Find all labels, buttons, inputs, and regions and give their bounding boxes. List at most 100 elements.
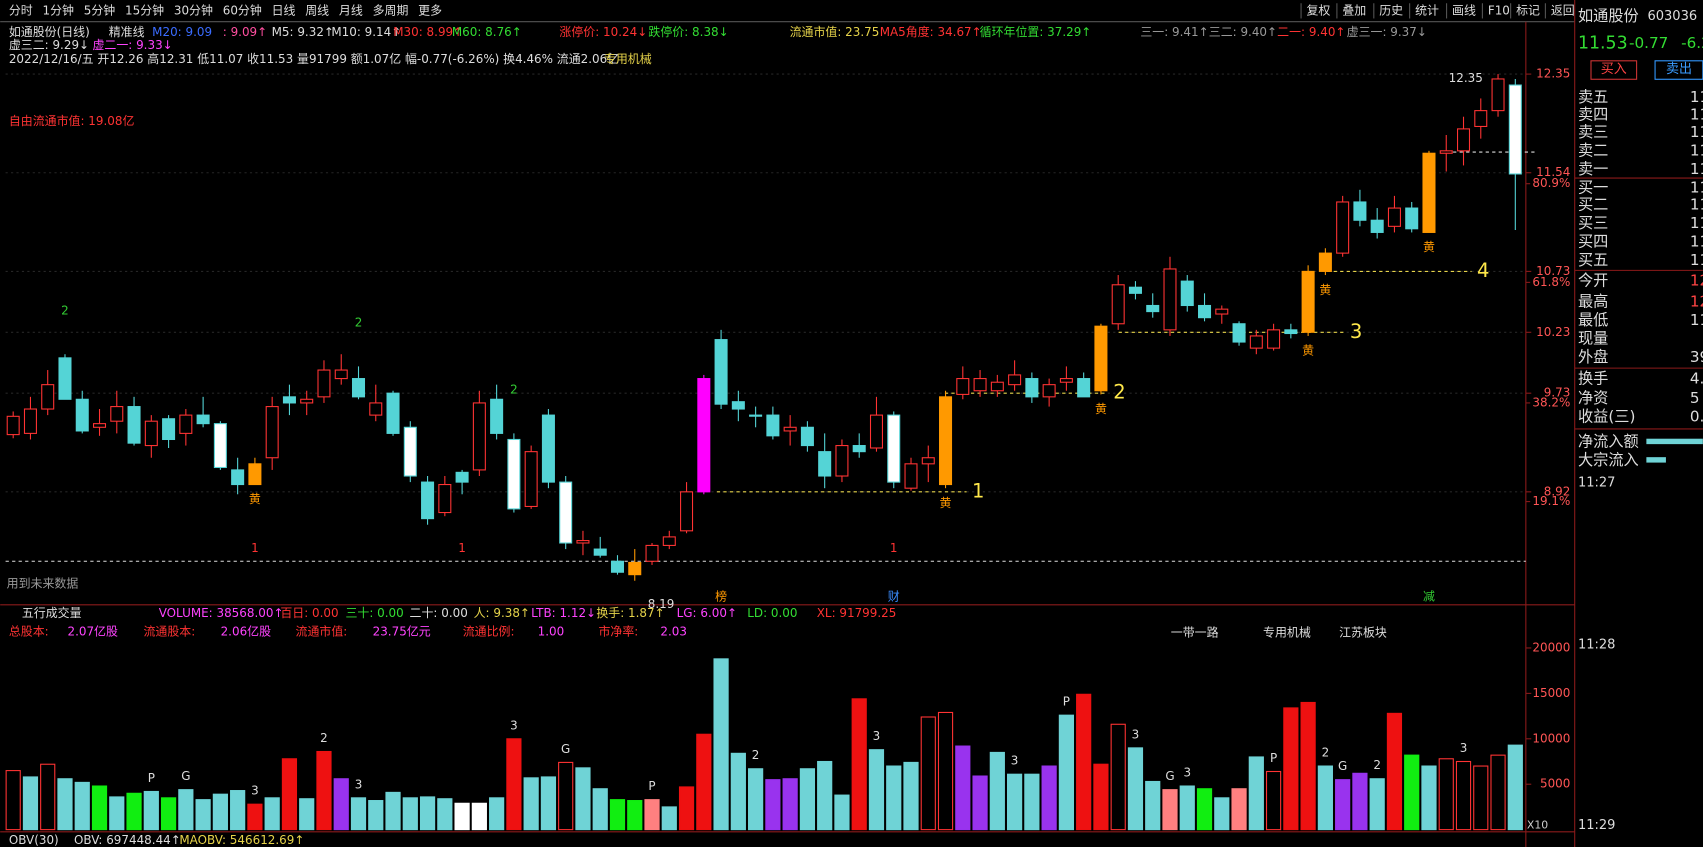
volume-bar <box>1317 765 1333 831</box>
candle-body <box>1508 84 1522 175</box>
toolbar-button[interactable]: 叠加 <box>1342 3 1366 17</box>
toolbar-button[interactable]: 返回 <box>1551 3 1575 17</box>
candle-body <box>1387 207 1401 227</box>
sell-button[interactable]: 卖出 <box>1666 62 1692 77</box>
signal-tag: 2 <box>61 303 69 317</box>
time-label: 11:29 <box>1578 818 1616 833</box>
candle-body <box>1163 268 1177 331</box>
signal-tag: 2 <box>510 382 518 396</box>
volume-bar <box>281 758 298 831</box>
buy-button[interactable]: 买入 <box>1601 62 1627 77</box>
volume-bar <box>1041 765 1057 831</box>
candle-body <box>144 420 158 447</box>
flow-label: 大宗流入 <box>1578 451 1639 469</box>
candle-body <box>904 463 918 489</box>
indicator-name: 精准线 <box>109 25 145 39</box>
candle-body <box>403 426 417 477</box>
candle-body <box>714 339 728 405</box>
side-stat-label: 现量 <box>1578 329 1608 347</box>
volume-bar <box>868 749 885 831</box>
candle-body <box>800 426 814 447</box>
book-label: 卖五 <box>1578 88 1608 106</box>
volume-bar <box>989 751 1005 831</box>
candle-body <box>317 369 331 398</box>
candle-body <box>921 457 935 465</box>
book-label: 买三 <box>1578 214 1608 232</box>
volume-bar <box>1024 773 1040 831</box>
y-tick-label: 10000 <box>1532 731 1570 745</box>
toolbar-button[interactable]: 历史 <box>1379 3 1403 17</box>
menu-item[interactable]: 周线 <box>305 3 329 17</box>
candle-body <box>1474 110 1488 128</box>
stat-value: 1.00 <box>538 624 565 638</box>
candle-body <box>783 426 797 432</box>
stat-label: 流通市值: <box>296 623 348 638</box>
candle-body <box>455 471 469 483</box>
info-item: M30: 8.99↑ <box>393 25 463 39</box>
candle-body <box>490 398 504 434</box>
info-item: : 9.09↑ <box>223 25 267 39</box>
volume-tag: 3 <box>251 784 259 798</box>
volume-tag: G <box>1338 759 1347 773</box>
candle-body <box>23 408 37 434</box>
book-value: 11 <box>1690 141 1703 159</box>
volume-bar <box>713 658 729 831</box>
volume-tag: P <box>1063 695 1070 709</box>
info-item: 2022/12/16/五 开12.26 高12.31 低11.07 收11.53… <box>9 51 619 66</box>
candle-body <box>386 392 400 434</box>
info-item: OBV: 697448.44↑ <box>74 833 181 847</box>
volume-bar <box>195 799 211 831</box>
menu-item[interactable]: 5分钟 <box>84 2 116 17</box>
change: -0.77 <box>1629 34 1668 52</box>
volume-bar <box>160 797 177 831</box>
info-item: 虚三二: 9.29↓ <box>9 38 89 52</box>
toolbar-button[interactable]: 画线 <box>1452 3 1476 17</box>
info-item: MA5角度: 34.67↑ <box>880 24 982 39</box>
candle-body <box>662 536 676 546</box>
toolbar-button[interactable]: 标记 <box>1516 3 1540 17</box>
toolbar-button[interactable]: 复权 <box>1306 3 1330 17</box>
candle-body <box>818 451 832 477</box>
menu-item[interactable]: 15分钟 <box>125 2 164 17</box>
menu-item[interactable]: 30分钟 <box>174 2 213 17</box>
volume-bar <box>230 790 246 831</box>
unit-label: X10 <box>1527 818 1548 831</box>
level-label: 4 <box>1477 259 1489 282</box>
volume-bar <box>143 790 159 831</box>
chart-title: 如通股份(日线) <box>9 24 90 39</box>
volume-bar <box>126 792 142 831</box>
candle-body <box>939 396 953 486</box>
menu-item[interactable]: 分时 <box>9 3 33 17</box>
stat-value: 23.75亿元 <box>373 623 431 638</box>
candle-body <box>1353 201 1367 221</box>
menu-item[interactable]: 更多 <box>418 3 442 17</box>
candle-tag: 黄 <box>1302 344 1314 358</box>
candle-body <box>1008 374 1022 386</box>
menu-item[interactable]: 多周期 <box>373 3 409 17</box>
menu-item[interactable]: 1分钟 <box>43 2 75 17</box>
toolbar-button[interactable]: F10 <box>1488 3 1510 17</box>
volume-bar <box>350 797 367 831</box>
candle-body <box>162 418 176 441</box>
candle-body <box>852 445 866 453</box>
sector: 专用机械 <box>1263 625 1311 640</box>
stock-code: 603036 <box>1647 9 1697 24</box>
volume-bar <box>316 750 332 831</box>
info-item: M10: 9.14↑ <box>331 25 401 39</box>
candle-body <box>231 469 245 486</box>
level-label: 3 <box>1350 320 1362 343</box>
menu-item[interactable]: 月线 <box>339 3 363 17</box>
menu-item[interactable]: 日线 <box>272 3 296 17</box>
book-label: 卖三 <box>1578 123 1608 141</box>
volume-tag: 3 <box>1183 765 1191 779</box>
menu-item[interactable]: 60分钟 <box>223 2 262 17</box>
info-item: 专用机械 <box>604 51 652 66</box>
volume-bar <box>1473 765 1489 831</box>
volume-tag: 3 <box>355 777 363 791</box>
candle-body <box>559 481 573 544</box>
fib-label: 19.1% <box>1532 494 1570 508</box>
volume-bar <box>1283 707 1299 831</box>
candle-body <box>1198 304 1212 319</box>
toolbar-button[interactable]: 统计 <box>1415 3 1439 17</box>
